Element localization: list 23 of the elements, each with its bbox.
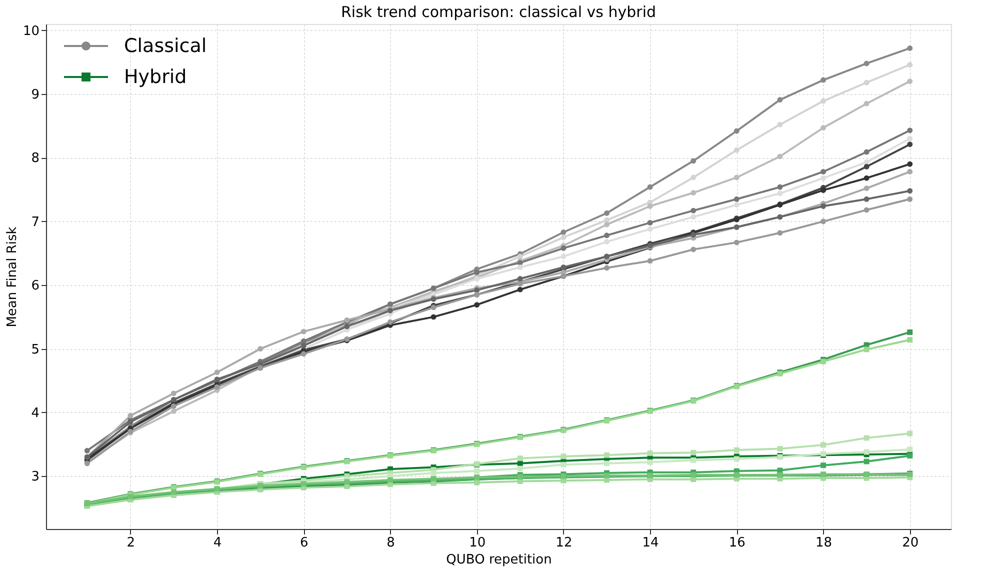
x-tick-label: 20	[902, 536, 919, 550]
y-tick-label: 6	[31, 278, 40, 294]
x-tick-label: 16	[728, 536, 746, 550]
y-tick-label: 10	[22, 24, 40, 39]
x-tick-label: 2	[126, 536, 136, 550]
x-tick-label: 4	[213, 536, 222, 550]
x-tick-label: 14	[642, 536, 659, 550]
y-axis-title: Mean Final Risk	[4, 226, 20, 328]
y-tick-label: 3	[31, 470, 40, 485]
x-tick-label: 8	[386, 536, 395, 550]
x-tick-label: 6	[300, 536, 308, 550]
x-tick-label: 12	[556, 536, 572, 550]
y-tick-label: 8	[31, 151, 40, 166]
x-axis-title: QUBO repetition	[446, 552, 552, 568]
x-tick-label: 10	[469, 536, 486, 550]
x-tick-label: 18	[815, 536, 832, 550]
legend-label: Classical	[124, 35, 207, 57]
y-tick-label: 7	[31, 214, 40, 230]
legend-label: Hybrid	[124, 66, 187, 88]
y-tick-label: 9	[31, 88, 40, 103]
chart-title: Risk trend comparison: classical vs hybrid	[340, 3, 656, 21]
y-tick-label: 4	[31, 406, 40, 421]
y-tick-label: 5	[31, 342, 40, 358]
